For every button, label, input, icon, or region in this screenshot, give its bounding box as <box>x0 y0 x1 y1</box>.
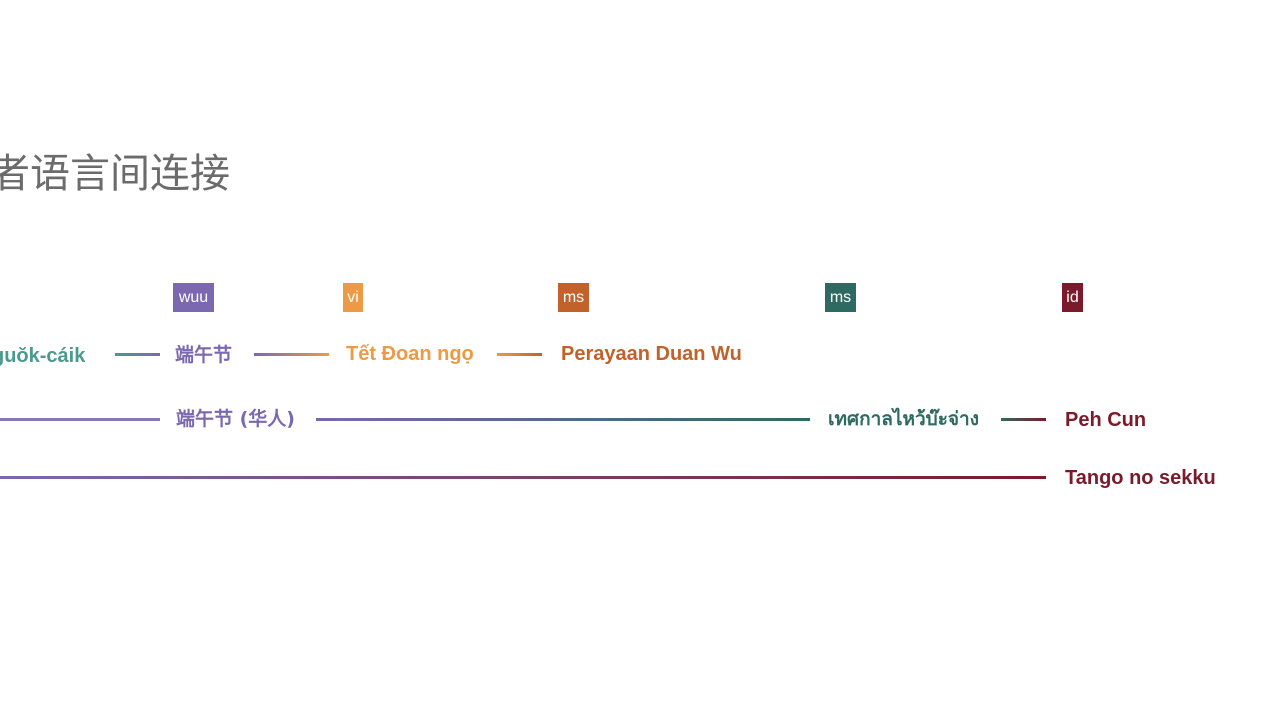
connector-vi-ms <box>497 353 542 356</box>
term-cdo[interactable]: guŏk-cáik <box>0 345 86 367</box>
page-title: 者语言间连接 <box>0 151 230 197</box>
term-ms-2[interactable]: เทศกาลไหว้บ๊ะจ่าง <box>828 409 979 430</box>
lang-badge-ms-1: ms <box>558 283 589 312</box>
term-ms-1[interactable]: Perayaan Duan Wu <box>561 343 742 365</box>
lang-badge-wuu: wuu <box>173 283 214 312</box>
connector-zh-ms <box>316 418 810 421</box>
term-wuu[interactable]: 端午节 <box>175 344 233 366</box>
lang-badge-vi: vi <box>343 283 363 312</box>
lang-badge-ms-2: ms <box>825 283 856 312</box>
connector-ms-id <box>1001 418 1046 421</box>
term-vi[interactable]: Tết Đoan ngọ <box>346 343 474 365</box>
lang-badge-id: id <box>1062 283 1083 312</box>
term-ja[interactable]: Tango no sekku <box>1065 467 1216 489</box>
term-id[interactable]: Peh Cun <box>1065 409 1147 431</box>
term-zh[interactable]: 端午节 (华人) <box>176 408 295 430</box>
connector-left-ja <box>0 476 1046 479</box>
connector-cdo-wuu <box>115 353 160 356</box>
connector-left-zh <box>0 418 160 421</box>
connector-wuu-vi <box>254 353 329 356</box>
